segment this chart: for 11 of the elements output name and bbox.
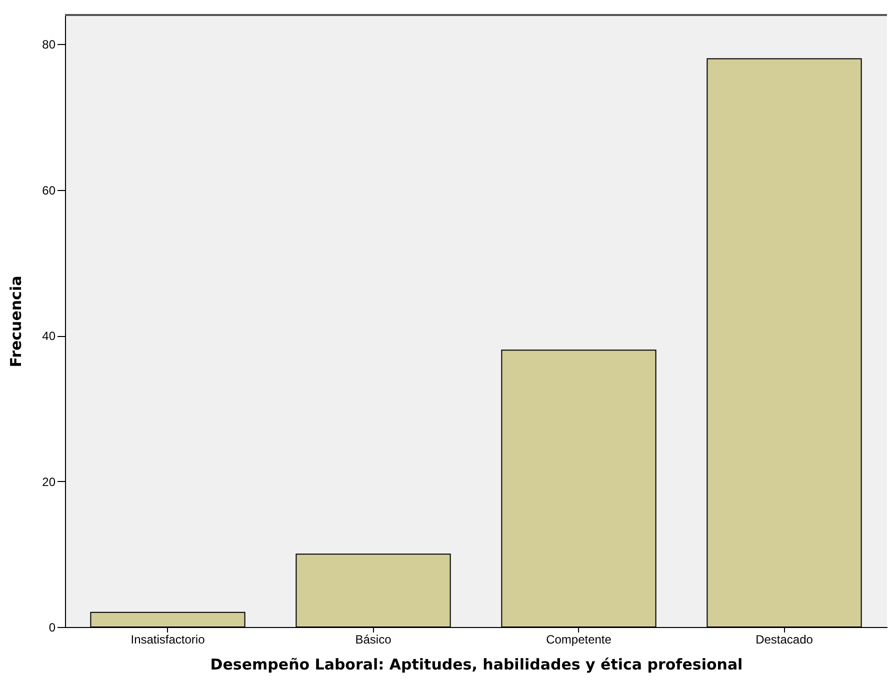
x-tick-label: Insatisfactorio — [130, 632, 206, 646]
y-tick-label: 0 — [48, 620, 56, 634]
y-tick-label: 40 — [42, 329, 56, 344]
x-tick-label: Básico — [355, 632, 392, 646]
y-axis-title: Frecuencia — [7, 276, 26, 368]
x-axis-title: Desempeño Laboral: Aptitudes, habilidades y ética profesional — [210, 656, 743, 674]
x-tick-label: Competente — [546, 632, 612, 646]
x-tick-label: Destacado — [756, 632, 814, 646]
y-tick-label: 80 — [42, 38, 56, 52]
y-tick-label: 20 — [42, 474, 56, 489]
y-tick-label: 60 — [42, 183, 56, 198]
